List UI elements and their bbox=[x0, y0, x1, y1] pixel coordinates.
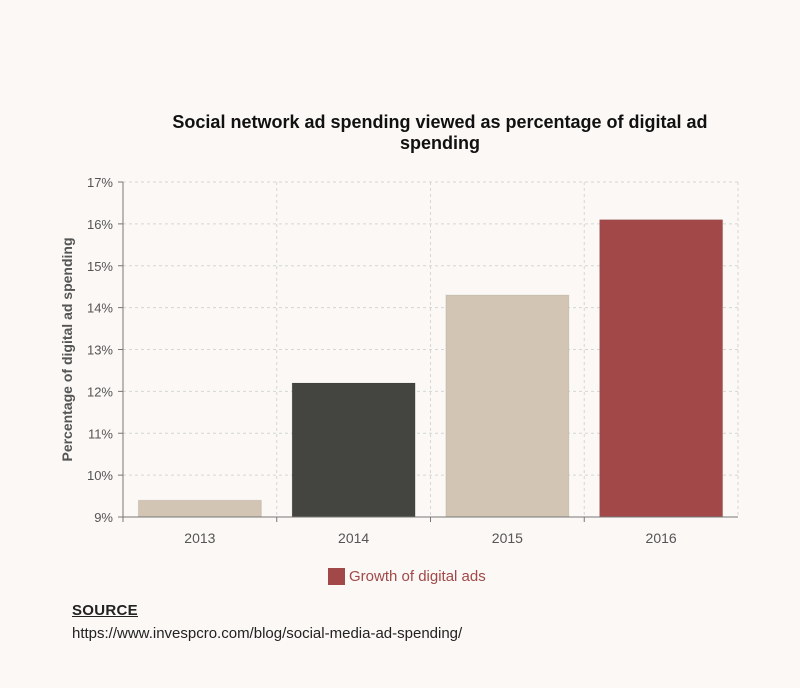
legend-swatch bbox=[328, 567, 345, 585]
bar-2016 bbox=[599, 219, 724, 518]
legend[interactable]: Growth of digital ads bbox=[328, 566, 486, 586]
x-tick-label: 2014 bbox=[338, 530, 369, 546]
bar-chart: 9% 10% 11% 12% 13% 14% 15% 16% 17% 2013 2014 2015 20… bbox=[59, 175, 739, 546]
y-tick-label: 9% bbox=[94, 510, 113, 525]
bar-2013 bbox=[137, 499, 262, 518]
legend-label: Growth of digital ads bbox=[349, 567, 486, 585]
y-tick-label: 10% bbox=[87, 468, 113, 483]
y-tick-label: 14% bbox=[87, 301, 113, 316]
chart-container: Social network ad spending viewed as per… bbox=[59, 112, 739, 586]
bar-2015 bbox=[445, 294, 570, 518]
x-tick-label: 2016 bbox=[646, 530, 677, 546]
y-tick-label: 17% bbox=[87, 175, 113, 190]
x-tick-label: 2013 bbox=[184, 530, 215, 546]
source-url[interactable]: https://www.invespcro.com/blog/social-me… bbox=[72, 625, 463, 642]
chart-title: Social network ad spending viewed as per… bbox=[172, 112, 708, 153]
y-tick-label: 15% bbox=[87, 259, 113, 274]
y-axis-label: Percentage of digital ad spending bbox=[59, 237, 75, 461]
y-tick-label: 11% bbox=[88, 426, 113, 441]
bar-2014 bbox=[291, 382, 416, 518]
source-heading: SOURCE bbox=[72, 602, 138, 619]
y-tick-label: 13% bbox=[87, 343, 113, 358]
x-tick-label: 2015 bbox=[492, 530, 523, 546]
y-tick-label: 16% bbox=[87, 217, 113, 232]
y-tick-label: 12% bbox=[87, 384, 113, 399]
source-section: SOURCE https://www.invespcro.com/blog/so… bbox=[72, 602, 462, 642]
